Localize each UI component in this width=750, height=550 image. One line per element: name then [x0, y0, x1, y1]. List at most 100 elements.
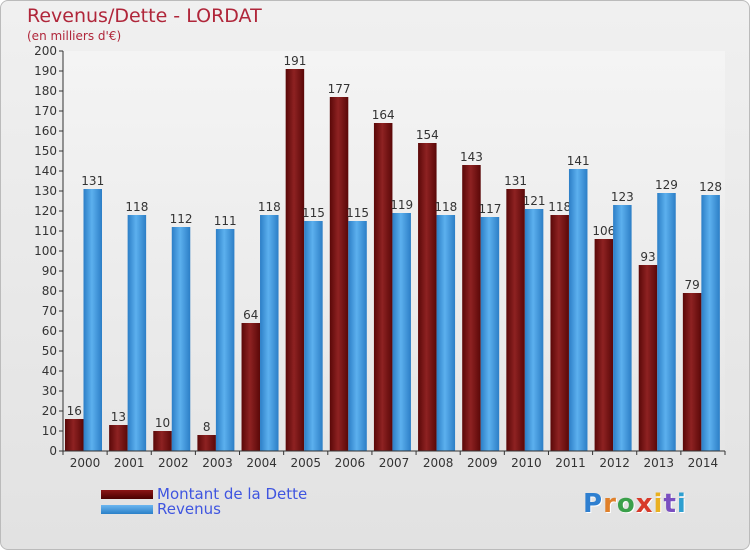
y-tick-label: 50	[42, 344, 57, 358]
y-axis: 0 10 20 30 40 50 60 70 80 90 100 110 120 130 140 150 160…	[34, 44, 64, 458]
bars: 16 13 10 8 64 191 177 164 154 143 131 118 106 93 79 131…	[65, 54, 722, 451]
brand-logo-letter: x	[635, 489, 654, 519]
bar-revenue	[657, 193, 676, 451]
bar-debt	[506, 189, 525, 451]
bar-revenue	[127, 215, 147, 451]
y-tick-label: 90	[42, 264, 57, 278]
bar-revenue	[701, 195, 720, 451]
bar-revenue	[348, 221, 367, 451]
bar-revenue	[83, 189, 102, 451]
y-tick-label: 60	[42, 324, 57, 338]
y-tick-label: 0	[49, 444, 57, 458]
x-tick-label: 2001	[114, 456, 145, 470]
brand-logo-letter: i	[676, 489, 687, 519]
x-tick-label: 2007	[379, 456, 410, 470]
legend-label-revenue: Revenus	[157, 500, 221, 518]
y-tick-label: 30	[42, 384, 57, 398]
value-label-revenue: 119	[390, 198, 413, 212]
y-tick-label: 110	[34, 224, 57, 238]
x-tick-label: 2008	[423, 456, 454, 470]
y-tick-label: 160	[34, 124, 57, 138]
value-label-debt: 118	[548, 200, 571, 214]
y-tick-label: 80	[42, 284, 57, 298]
y-tick-label: 120	[34, 204, 57, 218]
x-tick-label: 2010	[511, 456, 542, 470]
chart-title: Revenus/Dette - LORDAT	[27, 5, 262, 27]
bar-debt	[153, 431, 172, 451]
value-label-debt: 106	[592, 224, 615, 238]
bar-debt	[329, 97, 349, 451]
bar-debt	[418, 143, 437, 451]
bar-debt	[197, 435, 216, 451]
value-label-revenue: 128	[699, 180, 722, 194]
bar-chart: 0 10 20 30 40 50 60 70 80 90 100 110 120 130 140 150 160…	[34, 44, 726, 470]
x-tick-label: 2011	[555, 456, 586, 470]
bar-revenue	[260, 215, 279, 451]
brand-logo-letter: o	[616, 489, 636, 519]
value-label-debt: 64	[243, 308, 258, 322]
value-label-revenue: 121	[523, 194, 546, 208]
bar-debt	[285, 69, 305, 451]
value-label-revenue: 115	[302, 206, 325, 220]
value-label-revenue: 141	[567, 154, 590, 168]
bar-revenue	[480, 217, 500, 451]
y-tick-label: 140	[34, 164, 57, 178]
bar-debt	[594, 239, 614, 451]
y-tick-label: 20	[42, 404, 57, 418]
y-tick-label: 40	[42, 364, 57, 378]
value-label-revenue: 118	[258, 200, 281, 214]
value-label-debt: 177	[328, 82, 351, 96]
x-tick-label: 2013	[644, 456, 675, 470]
bar-debt	[65, 419, 84, 451]
value-label-debt: 10	[155, 416, 170, 430]
bar-debt	[109, 425, 128, 451]
x-tick-label: 2009	[467, 456, 498, 470]
value-label-debt: 16	[67, 404, 82, 418]
bar-debt	[638, 265, 658, 451]
value-label-revenue: 115	[346, 206, 369, 220]
bar-revenue	[524, 209, 544, 451]
bar-revenue	[171, 227, 191, 451]
x-tick-label: 2014	[688, 456, 719, 470]
y-tick-label: 150	[34, 144, 57, 158]
value-label-debt: 79	[684, 278, 699, 292]
brand-logo-letter: t	[663, 489, 677, 519]
bar-debt	[241, 323, 261, 451]
y-tick-label: 180	[34, 84, 57, 98]
y-tick-label: 170	[34, 104, 57, 118]
value-label-debt: 8	[203, 420, 211, 434]
legend-swatch-debt	[101, 490, 153, 499]
value-label-revenue: 112	[170, 212, 193, 226]
value-label-revenue: 118	[434, 200, 457, 214]
brand-logo: Proxiti	[583, 489, 687, 519]
bar-debt	[462, 165, 481, 451]
value-label-revenue: 131	[81, 174, 104, 188]
bar-revenue	[436, 215, 456, 451]
bar-revenue	[613, 205, 632, 451]
chart-subtitle: (en milliers d'€)	[27, 29, 122, 43]
value-label-debt: 13	[111, 410, 126, 424]
bar-revenue	[304, 221, 323, 451]
legend-swatch-revenue	[101, 505, 153, 514]
value-label-debt: 164	[372, 108, 395, 122]
x-tick-label: 2003	[202, 456, 233, 470]
x-tick-label: 2004	[246, 456, 277, 470]
bar-debt	[682, 293, 702, 451]
bar-debt	[550, 215, 569, 451]
y-tick-label: 130	[34, 184, 57, 198]
brand-logo-letter: P	[583, 489, 604, 519]
y-tick-label: 200	[34, 44, 57, 58]
brand-logo-letter: r	[603, 489, 617, 519]
x-tick-label: 2006	[335, 456, 366, 470]
x-tick-label: 2005	[290, 456, 321, 470]
value-label-revenue: 117	[478, 202, 501, 216]
y-tick-label: 70	[42, 304, 57, 318]
x-tick-label: 2000	[70, 456, 101, 470]
x-axis: 2000 2001 2002 2003 2004 2005 2006 2007 2008 2009…	[62, 450, 726, 470]
brand-logo-letter: i	[653, 489, 664, 519]
value-label-debt: 131	[504, 174, 527, 188]
legend-label-debt: Montant de la Dette	[157, 485, 308, 503]
value-label-debt: 154	[416, 128, 439, 142]
bar-revenue	[392, 213, 411, 451]
